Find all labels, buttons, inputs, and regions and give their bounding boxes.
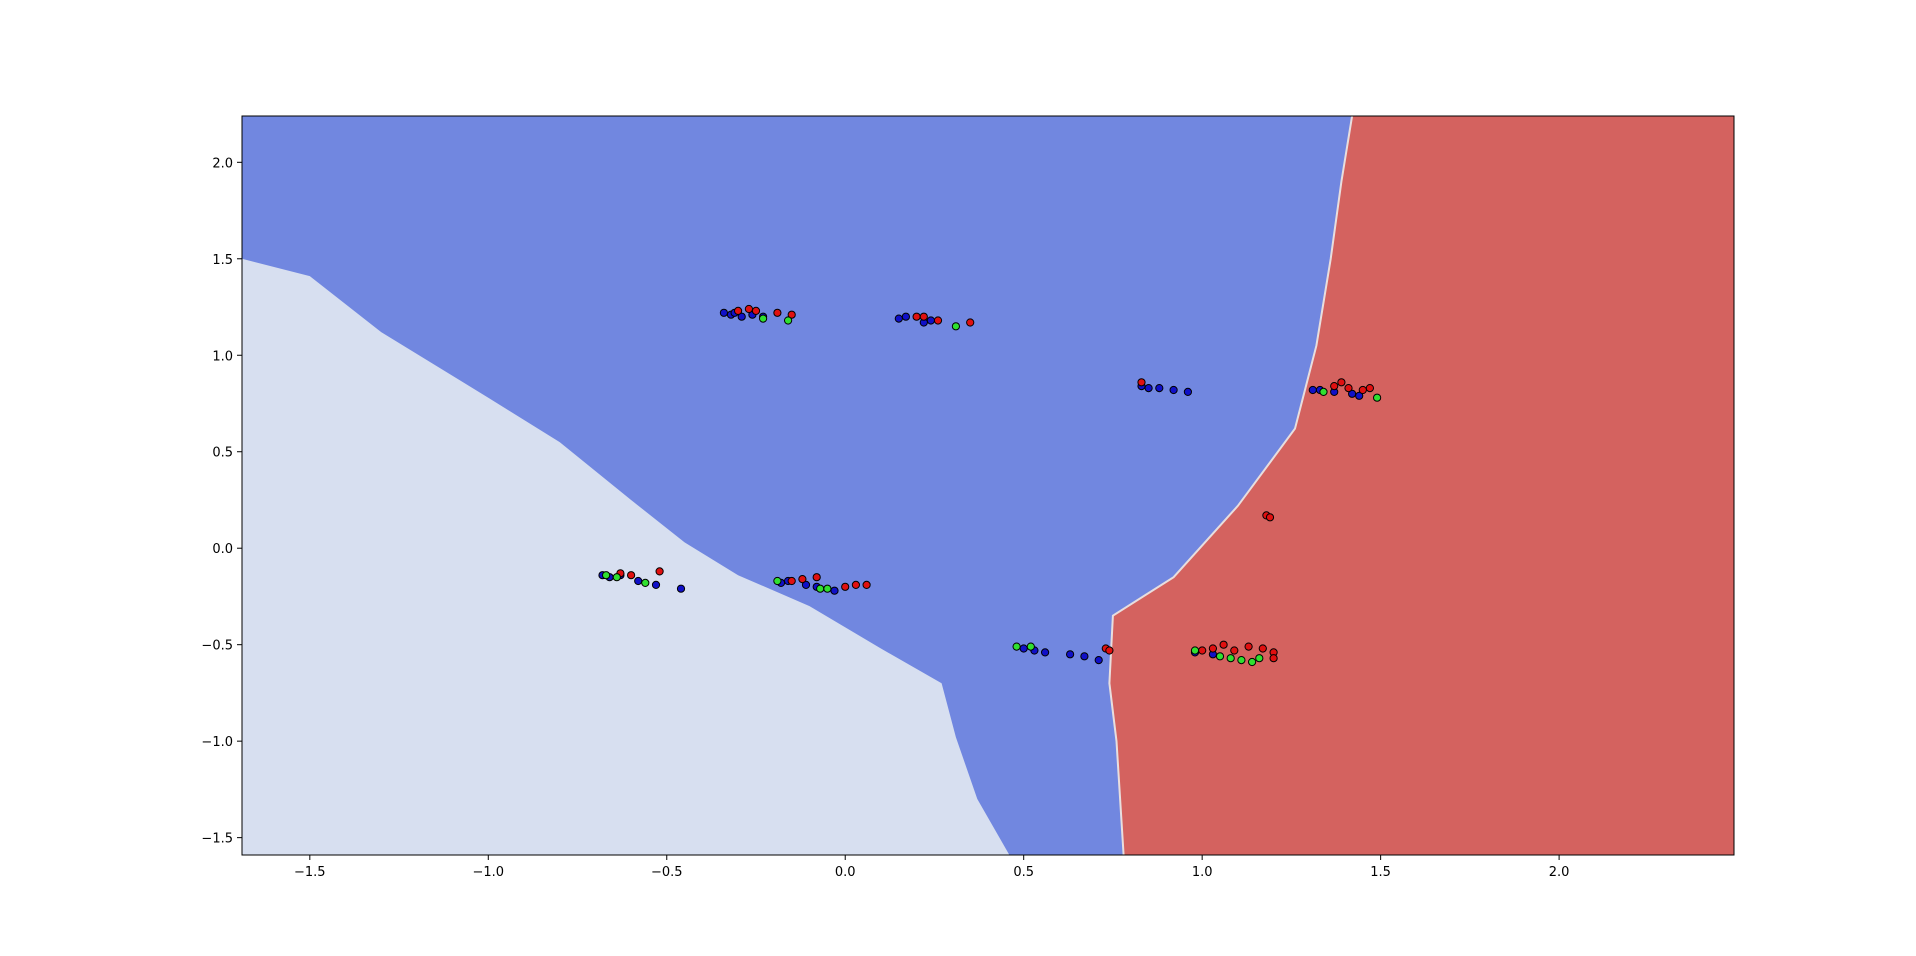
point-green [816,584,825,593]
point-red [734,306,743,315]
point-blue [1183,387,1193,396]
point-green [784,316,793,325]
point-green [1190,646,1200,655]
point-blue [1066,650,1075,659]
point-red [1269,654,1278,663]
point-red [1198,646,1207,655]
y-axis: −1.5 −1.0 −0.5 0.0 0.5 1.0 1.5 2.0 [201,156,242,847]
y-tick-label: 1.5 [212,253,233,268]
point-red [912,312,921,321]
region-red [1109,116,1734,855]
point-green [1248,657,1257,667]
data-points [598,304,1382,667]
point-blue [651,580,661,590]
point-red [841,582,850,591]
point-red [1330,382,1339,391]
point-blue [737,312,746,321]
point-red [787,310,796,319]
point-green [773,576,782,586]
point-blue [634,576,643,586]
point-green [602,571,611,580]
point-red [812,573,821,582]
y-tick-label: 2.0 [212,156,233,171]
point-red [851,580,861,590]
x-tick-label: −1.5 [294,865,326,880]
axes-frame [241,115,1735,856]
point-red [862,580,871,590]
point-blue [1355,391,1364,400]
point-red [744,304,754,314]
point-blue [926,316,936,325]
point-red [1230,646,1239,655]
x-tick-label: 2.0 [1549,865,1570,880]
x-tick-label: 0.0 [835,865,856,880]
point-blue [1080,652,1089,661]
point-blue [801,580,811,590]
y-tick-label: −0.5 [201,639,233,654]
point-red [787,576,796,586]
x-tick-label: 0.5 [1013,865,1034,880]
point-red [919,312,928,321]
point-green [641,578,650,588]
point-green [1012,642,1021,651]
point-blue [1041,648,1050,657]
point-blue [901,312,911,321]
point-green [1255,654,1264,663]
y-tick-label: −1.5 [201,832,233,847]
y-tick-label: 0.5 [212,446,233,461]
point-green [1026,642,1035,651]
point-green [1226,654,1235,663]
x-tick-label: −0.5 [651,865,683,880]
point-red [655,567,664,576]
point-green [823,584,832,593]
x-tick-label: −1.0 [472,865,504,880]
point-blue [830,586,839,595]
decision-regions [242,115,1734,856]
point-red [773,308,782,317]
point-green [1215,652,1225,661]
point-red [1219,640,1228,649]
point-red [1244,642,1253,651]
point-green [1319,387,1328,396]
point-red [1258,644,1267,653]
point-blue [676,584,686,593]
point-red [1265,513,1275,522]
y-tick-label: 0.0 [212,542,233,557]
point-blue [1169,385,1178,395]
boundary-line [1108,115,1354,856]
point-blue [894,314,903,323]
point-blue [1155,384,1164,393]
point-blue [1308,385,1317,395]
point-red [751,306,761,315]
point-red [627,571,636,580]
x-tick-label: 1.5 [1370,865,1391,880]
point-green [759,314,768,323]
point-red [966,318,975,327]
point-blue [1144,384,1153,393]
point-red [933,316,943,325]
point-red [1358,385,1367,395]
point-blue [1019,644,1028,653]
x-tick-label: 1.0 [1192,865,1213,880]
point-blue [1094,656,1103,665]
point-red [1137,378,1146,387]
point-green [612,573,621,582]
point-green [1373,393,1382,402]
point-red [1365,384,1375,393]
point-red [1344,384,1353,393]
point-red [1337,378,1346,387]
point-green [1237,656,1246,665]
point-red [1208,644,1218,653]
region-light [242,258,1010,855]
y-tick-label: −1.0 [201,735,233,750]
x-axis: −1.5 −1.0 −0.5 0.0 0.5 1.0 1.5 2.0 [294,855,1569,880]
y-tick-label: 1.0 [212,349,233,364]
point-green [951,322,961,331]
point-red [1105,646,1114,655]
point-blue [719,308,729,317]
point-red [798,575,807,584]
